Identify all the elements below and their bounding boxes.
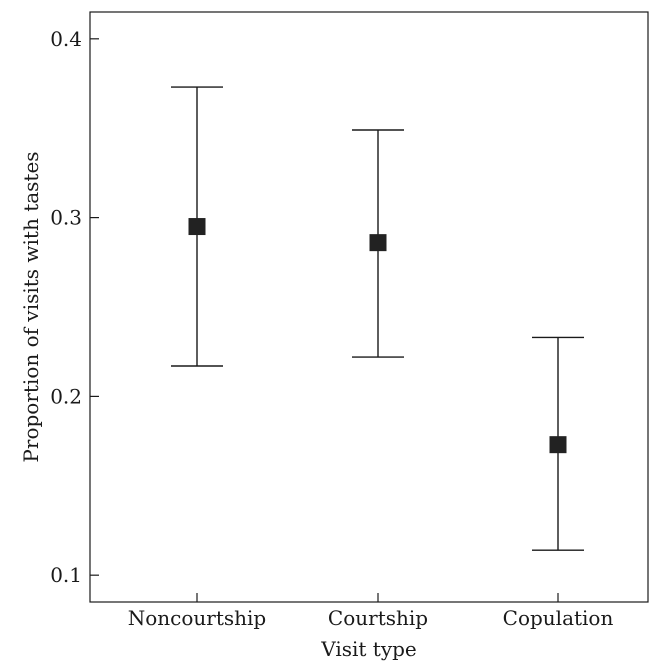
data-point-marker — [549, 436, 567, 454]
y-tick-label: 0.3 — [50, 206, 82, 230]
x-axis-title: Visit type — [320, 637, 417, 661]
x-tick-label: Noncourtship — [128, 606, 267, 630]
y-tick-label: 0.1 — [50, 563, 82, 587]
y-tick-label: 0.4 — [50, 27, 82, 51]
y-tick-label: 0.2 — [50, 384, 82, 408]
data-point-marker — [188, 218, 206, 236]
y-axis: 0.1 0.2 0.3 0.4 — [50, 27, 99, 587]
x-tick-label: Copulation — [503, 606, 614, 630]
x-axis: Noncourtship Courtship Copulation — [128, 593, 614, 630]
y-axis-title: Proportion of visits with tastes — [19, 151, 43, 462]
data-point-marker — [369, 234, 387, 252]
plot-frame — [89, 11, 649, 603]
x-tick-label: Courtship — [328, 606, 428, 630]
data-marks — [171, 86, 584, 551]
